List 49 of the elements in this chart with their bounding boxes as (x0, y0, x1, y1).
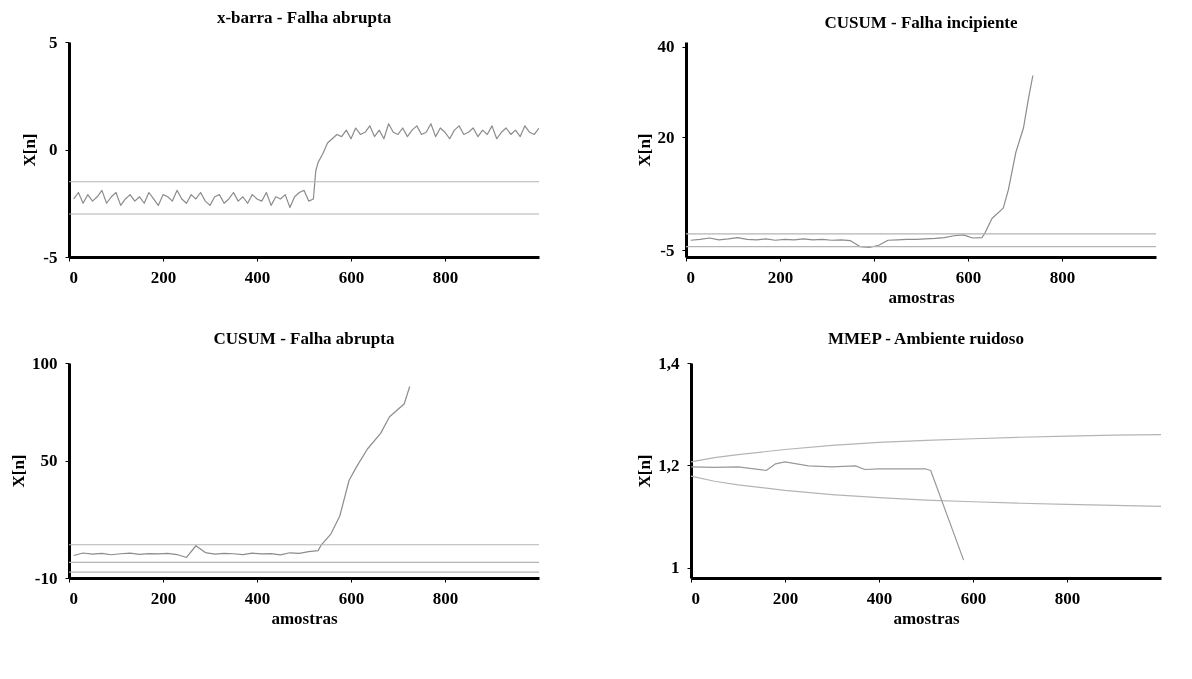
y-tick-label: -10 (34, 568, 58, 588)
y-tick-label: 5 (49, 32, 58, 52)
x-tick-label: 0 (69, 588, 78, 608)
x-tick-label: 600 (960, 588, 987, 608)
x-axis-title: amostras (888, 287, 955, 307)
x-tick-label: 400 (861, 267, 888, 287)
y-axis-title: X[n] (635, 454, 655, 488)
x-tick-label: 0 (691, 588, 700, 608)
y-tick-label: 40 (657, 37, 675, 57)
y-tick-label: 1,2 (658, 455, 680, 475)
chart-title: x-barra - Falha abrupta (216, 8, 392, 27)
x-tick-label: 200 (772, 588, 799, 608)
chart-title: CUSUM - Falha abrupta (213, 329, 395, 348)
x-axis-title: amostras (271, 608, 338, 628)
x-tick-label: 800 (1049, 267, 1076, 287)
x-tick-label: 600 (955, 267, 982, 287)
x-axis-title: amostras (893, 608, 960, 628)
chart-title: CUSUM - Falha incipiente (824, 12, 1019, 32)
x-tick-label: 400 (866, 588, 893, 608)
x-tick-label: 200 (150, 267, 177, 287)
line-series (691, 434, 1161, 463)
y-tick-label: 0 (49, 140, 58, 159)
y-tick-label: 20 (657, 127, 675, 147)
x-tick-label: 400 (244, 267, 271, 287)
y-axis-title: X[n] (634, 133, 654, 167)
line-series (691, 475, 1161, 507)
x-tick-label: 0 (69, 267, 78, 287)
line-series (73, 123, 539, 209)
y-tick-label: 1 (671, 558, 680, 578)
y-tick-label: -5 (43, 247, 58, 267)
y-tick-label: -5 (660, 240, 675, 260)
x-tick-label: 600 (338, 267, 365, 287)
x-tick-label: 800 (432, 267, 459, 287)
x-tick-label: 600 (338, 588, 365, 608)
x-tick-label: 0 (686, 267, 695, 287)
x-tick-label: 200 (767, 267, 794, 287)
y-axis-title: X[n] (9, 454, 28, 488)
y-tick-label: 100 (32, 353, 58, 373)
x-tick-label: 800 (1054, 588, 1081, 608)
line-series (73, 385, 411, 559)
y-tick-label: 1,4 (658, 353, 680, 373)
line-series (691, 461, 965, 561)
chart-title: MMEP - Ambiente ruidoso (828, 329, 1024, 348)
y-tick-label: 50 (40, 451, 58, 471)
line-series (690, 74, 1034, 249)
y-axis-title: X[n] (20, 133, 40, 167)
x-tick-label: 800 (432, 588, 459, 608)
x-tick-label: 400 (244, 588, 271, 608)
x-tick-label: 200 (150, 588, 177, 608)
